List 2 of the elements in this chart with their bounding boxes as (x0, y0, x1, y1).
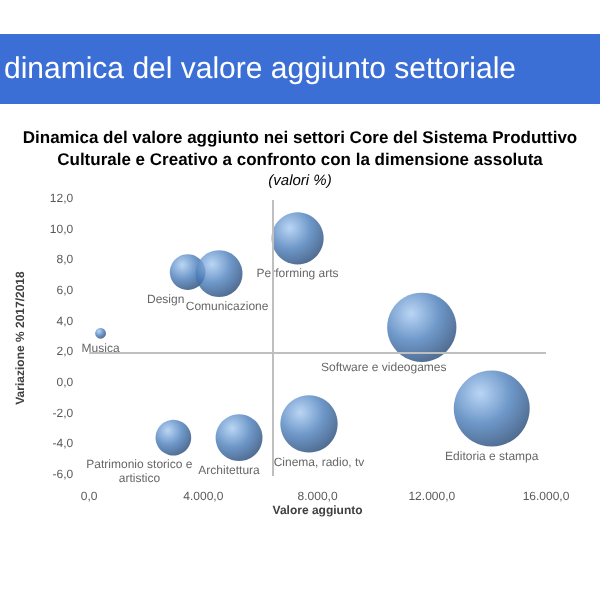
chart-title: dinamica del valore aggiunto settoriale (0, 34, 600, 104)
chart-subtitle: Dinamica del valore aggiunto nei settori Core del Sistema Produttivo Culturale e Creativo a confronto con la dimensione assoluta (22, 127, 578, 169)
